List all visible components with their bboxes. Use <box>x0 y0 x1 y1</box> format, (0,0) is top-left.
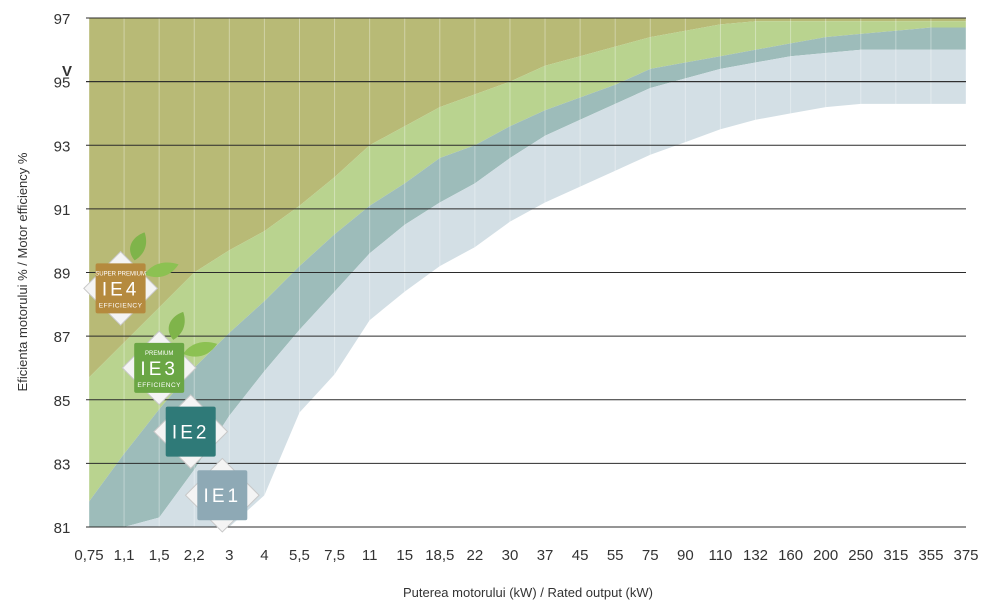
badge-top-label: PREMIUM <box>145 351 173 357</box>
ie2-badge: IE2 <box>153 394 229 470</box>
badge-top-label: SUPER PREMIUM <box>95 271 146 277</box>
x-tick-label: 18,5 <box>425 547 454 564</box>
x-tick-label: 55 <box>607 547 624 564</box>
horizontal-gridlines <box>86 17 966 528</box>
x-tick-labels: 0,75 1,1 1,5 2,2 3 4 5,5 7,5 11 15 18,5 22 30 37 45 55 7… <box>74 547 978 564</box>
band-ie3 <box>89 21 966 502</box>
badge-class-label: IE1 <box>204 486 242 507</box>
leaf-icon <box>130 232 147 261</box>
x-tick-label: 30 <box>502 547 519 564</box>
y-tick-label: 89 <box>54 266 71 283</box>
efficiency-class-badges: SUPER PREMIUM IE4 EFFICIENCY PREMIUM IE3 EFFI… <box>83 232 260 533</box>
y-tick-label: 95 <box>54 75 71 92</box>
x-tick-label: 160 <box>778 547 803 564</box>
y-tick-label: 85 <box>54 393 71 410</box>
x-tick-label: 37 <box>537 547 554 564</box>
x-tick-label: 75 <box>642 547 659 564</box>
y-tick-label: 81 <box>54 520 71 537</box>
x-tick-label: 1,1 <box>114 547 135 564</box>
y-tick-label: 87 <box>54 329 71 346</box>
x-tick-label: 7,5 <box>324 547 345 564</box>
x-tick-label: 22 <box>467 547 484 564</box>
badge-square <box>165 406 216 457</box>
leaf-icon <box>144 262 179 278</box>
badge-bottom-label: EFFICIENCY <box>99 302 143 309</box>
x-tick-label: 0,75 <box>74 547 103 564</box>
badge-square <box>197 470 248 521</box>
badge-square <box>134 342 185 393</box>
ie4-badge: SUPER PREMIUM IE4 EFFICIENCY <box>83 232 179 326</box>
x-tick-label: 375 <box>953 547 978 564</box>
x-tick-label: 355 <box>918 547 943 564</box>
x-tick-label: 1,5 <box>149 547 170 564</box>
badge-class-label: IE2 <box>172 423 210 444</box>
y-tick-label: 91 <box>54 202 71 219</box>
badge-bottom-label: EFFICIENCY <box>137 382 181 389</box>
x-axis-label: Puterea motorului (kW) / Rated output (k… <box>403 585 653 600</box>
x-tick-label: 45 <box>572 547 589 564</box>
band-ie1 <box>89 49 966 528</box>
y-tick-label: 83 <box>54 456 71 473</box>
x-tick-label: 11 <box>362 547 378 564</box>
x-tick-label: 4 <box>260 547 268 564</box>
x-tick-label: 2,2 <box>184 547 205 564</box>
leaf-icon <box>168 311 185 340</box>
x-tick-label: 3 <box>225 547 233 564</box>
y-tick-label: 93 <box>54 138 71 155</box>
leaf-icon <box>183 342 218 357</box>
x-tick-label: 110 <box>708 547 732 564</box>
badge-class-label: IE3 <box>140 359 178 380</box>
badge-square <box>95 263 146 314</box>
efficiency-bands <box>89 18 966 528</box>
ie3-badge: PREMIUM IE3 EFFICIENCY <box>121 311 218 406</box>
x-tick-label: 5,5 <box>289 547 310 564</box>
x-tick-label: 250 <box>848 547 873 564</box>
ie1-badge: IE1 <box>184 457 260 533</box>
band-ie2 <box>89 27 966 527</box>
y-axis-label: Eficienta motorului % / Motor efficiency… <box>15 152 30 391</box>
badge-class-label: IE4 <box>102 279 140 300</box>
y-tick-label: 97 <box>54 11 71 28</box>
v-marker-label: V <box>62 63 72 80</box>
band-ie4 <box>89 18 966 378</box>
y-tick-labels: 81 83 85 87 89 91 93 95 97 <box>54 11 71 537</box>
x-tick-label: 15 <box>396 547 413 564</box>
x-tick-label: 200 <box>813 547 838 564</box>
x-tick-label: 315 <box>883 547 908 564</box>
x-tick-label: 132 <box>743 547 768 564</box>
x-tick-label: 90 <box>677 547 694 564</box>
